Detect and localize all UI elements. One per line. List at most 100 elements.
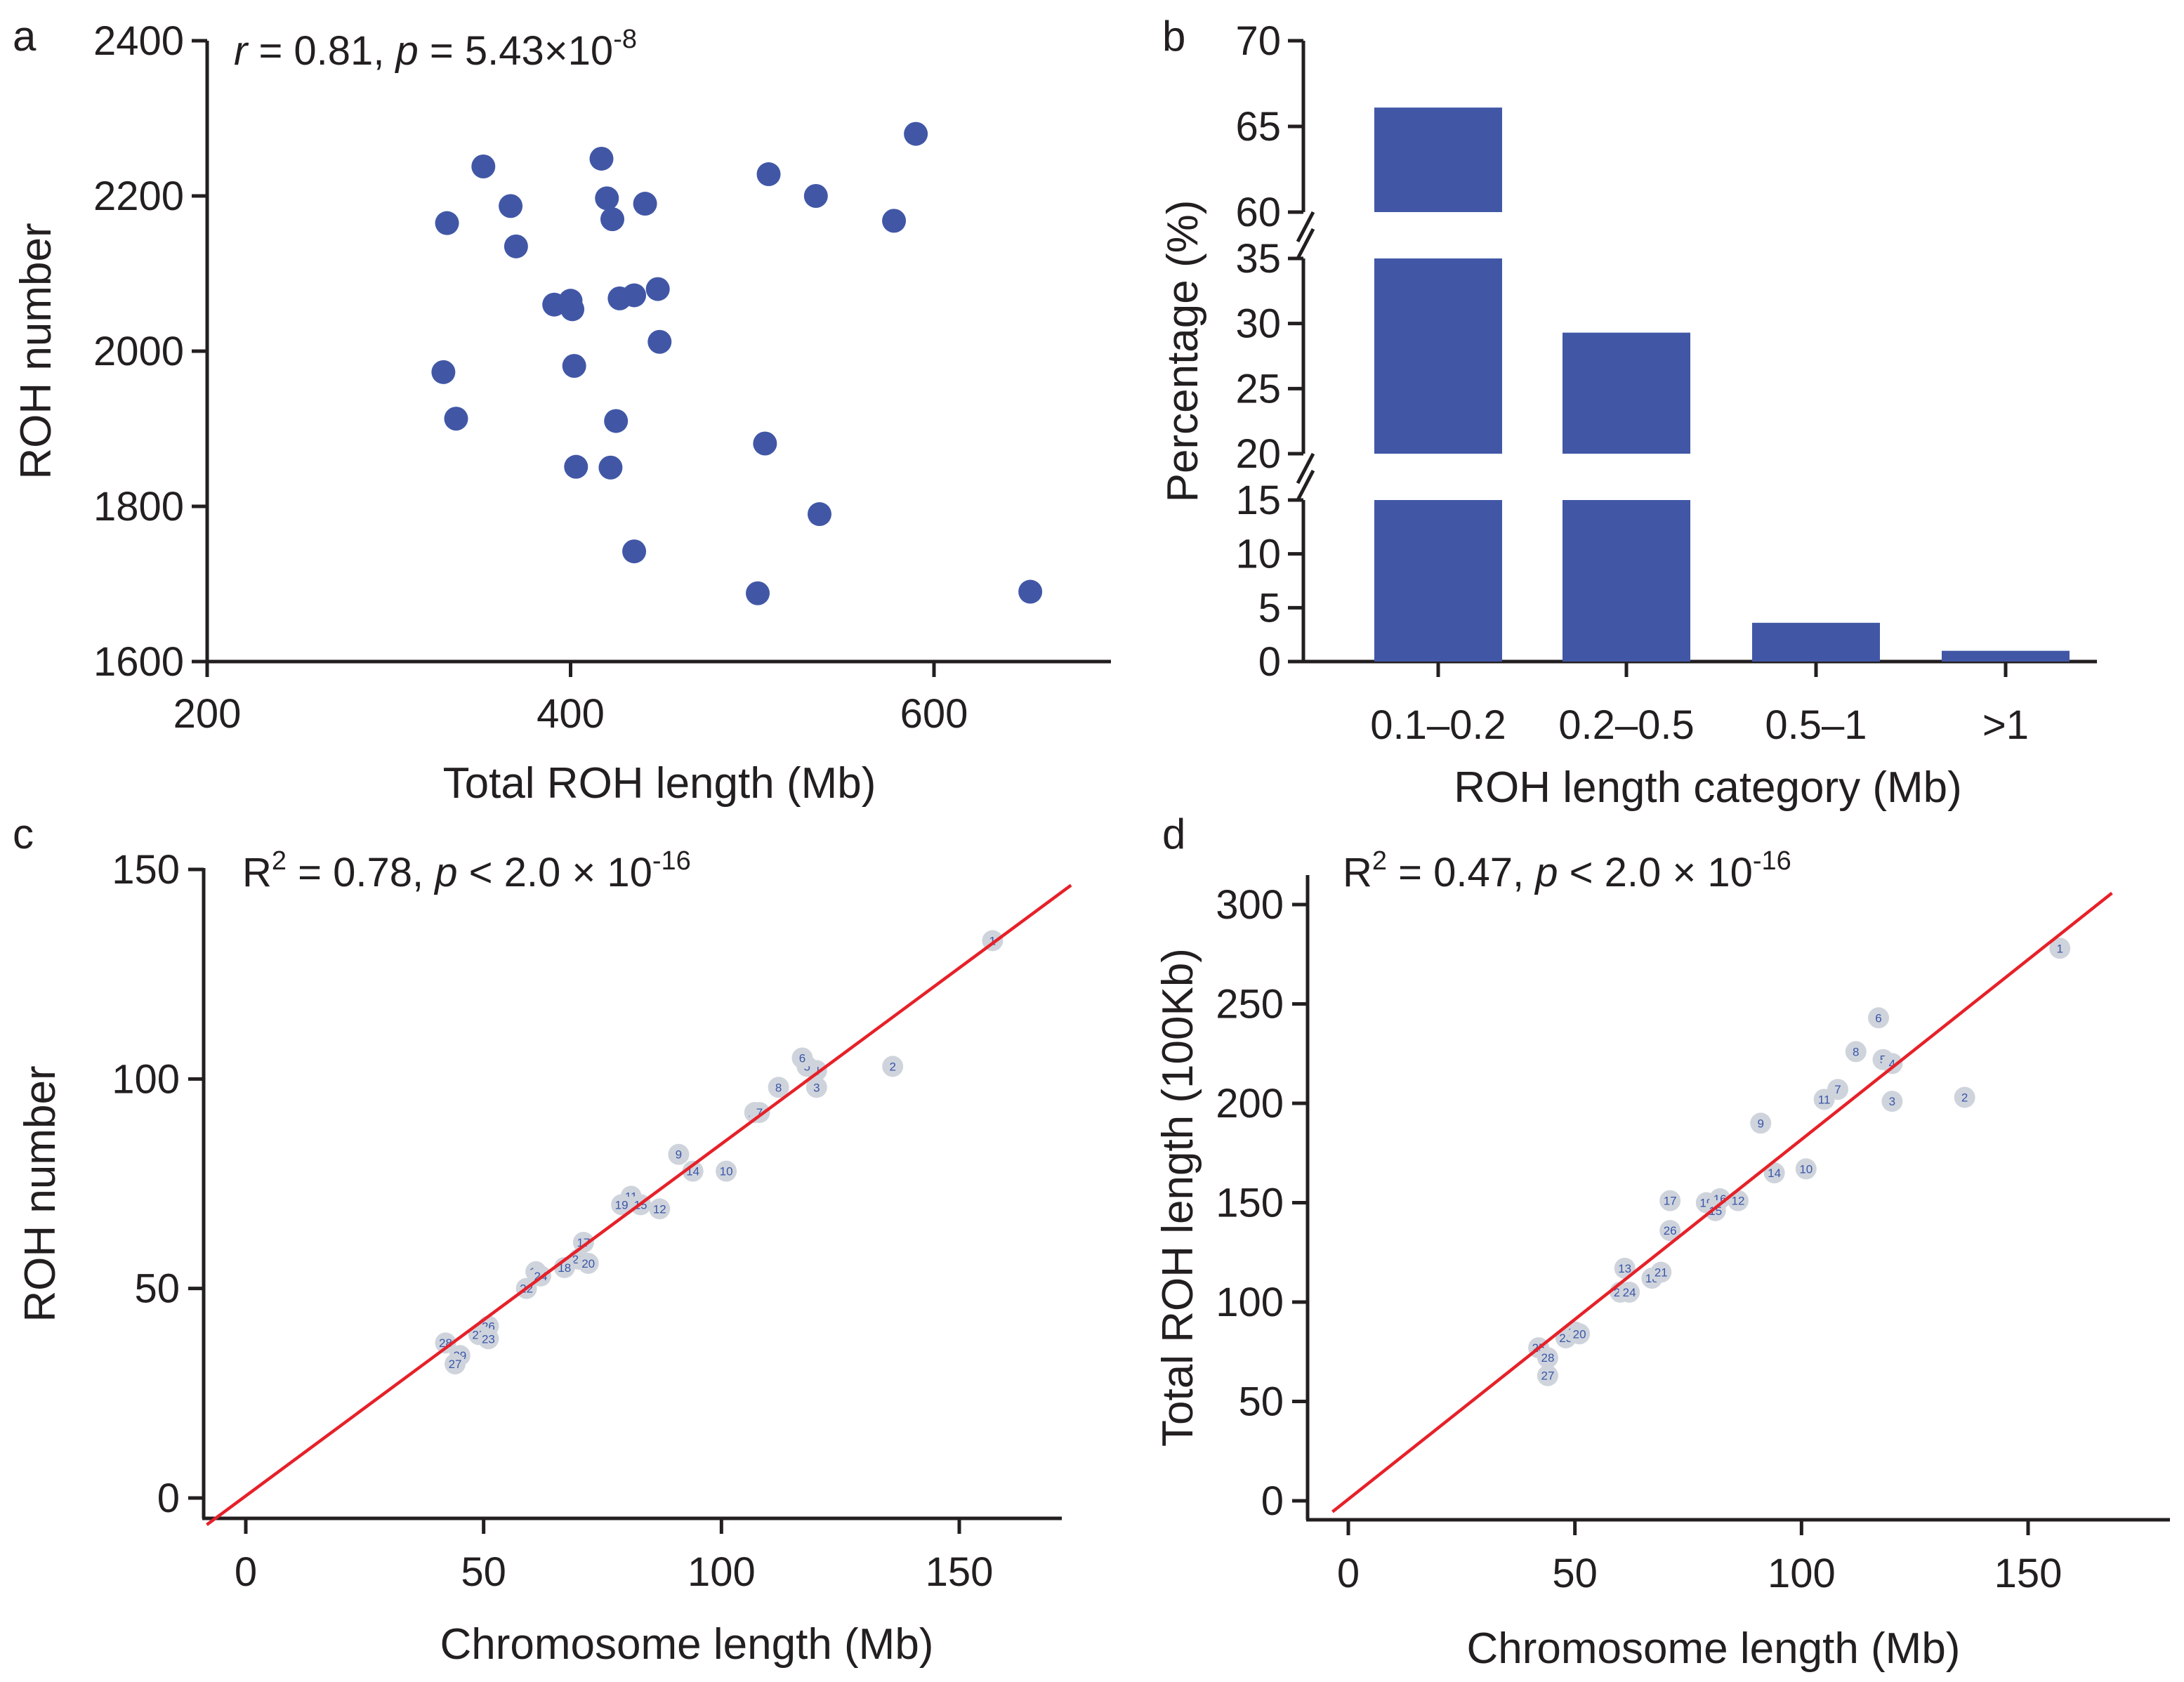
panel-b-x-axis-label: ROH length category (Mb)	[1454, 763, 1962, 812]
panel-b-y-tick-label: 10	[1235, 532, 1281, 577]
panel-a-point	[633, 192, 657, 216]
panel-d-points: 1685471123914101719161512261318212224232…	[1528, 938, 2071, 1386]
panel-d-y-tick-label: 50	[1238, 1379, 1284, 1425]
panel-c-point-label: 20	[581, 1257, 595, 1270]
panel-a-x-tick-label: 200	[173, 691, 242, 737]
panel-c-point	[572, 1232, 594, 1254]
panel-d-point	[1868, 1007, 1890, 1029]
panel-d-point	[1813, 1089, 1835, 1110]
panel-d-point-label: 26	[1664, 1224, 1677, 1237]
panel-d-y-tick-label: 250	[1216, 982, 1284, 1027]
panel-a-y-tick-label: 1600	[93, 639, 184, 685]
panel-d-point	[1750, 1112, 1772, 1134]
panel-d-point-label: 1	[2056, 942, 2063, 955]
panel-c-r2-symbol: R	[242, 850, 272, 895]
panel-a-x-axis-label: Total ROH length (Mb)	[443, 759, 876, 808]
panel-c-y-tick-label: 150	[112, 847, 180, 893]
panel-d-r2-value: = 0.47,	[1387, 850, 1535, 895]
panel-a-point	[600, 207, 625, 232]
panel-d-y-tick-label: 200	[1216, 1081, 1284, 1126]
panel-b-x-tick-label: 0.1–0.2	[1370, 702, 1506, 748]
panel-d-y-tick-label: 150	[1216, 1181, 1284, 1226]
panel-d-y-tick-label: 0	[1261, 1478, 1284, 1524]
panel-d-x-axis-label: Chromosome length (Mb)	[1467, 1624, 1961, 1673]
panel-d-point	[1763, 1162, 1785, 1184]
panel-a-annotation: r = 0.81, p = 5.43×10-8	[234, 25, 637, 74]
panel-d-point-label: 17	[1664, 1195, 1677, 1208]
panel-b-bars	[1374, 107, 2070, 662]
panel-d-point	[1845, 1041, 1867, 1063]
panel-d-r2-symbol: R	[1343, 850, 1372, 895]
panel-a-point	[756, 162, 781, 187]
panel-c-point	[668, 1143, 690, 1165]
panel-c-y-tick-label: 0	[157, 1476, 180, 1521]
panel-a-point	[504, 234, 528, 258]
panel-d-point-label: 24	[1623, 1286, 1636, 1299]
panel-d-point-label: 12	[1732, 1195, 1745, 1208]
panel-c-p-symbol: p	[433, 850, 457, 895]
panel-a-points	[431, 121, 1043, 605]
panel-a-x-tick-label: 400	[537, 691, 605, 737]
panel-b-break-mark	[1296, 452, 1315, 485]
panel-a-y-tick-label: 2400	[93, 18, 184, 64]
panel-b-y-tick-label: 30	[1235, 301, 1281, 347]
panel-a-y-axis-label: ROH number	[12, 223, 60, 479]
panel-d-point	[1619, 1281, 1640, 1303]
panel-c-point-label: 27	[449, 1358, 462, 1371]
panel-d-x-tick-label: 100	[1768, 1551, 1836, 1596]
panel-b-x-tick-label: 0.5–1	[1765, 702, 1867, 748]
panel-a-point	[562, 353, 586, 378]
panel-d-y-tick-label: 300	[1216, 882, 1284, 928]
panel-a-point	[622, 539, 647, 564]
panel-d-point	[1569, 1323, 1591, 1345]
panel-b-y-tick-label: 20	[1235, 431, 1281, 477]
panel-d-point-label: 13	[1618, 1262, 1631, 1275]
panel-d-y-tick-label: 100	[1216, 1280, 1284, 1325]
panel-b-y-tick-label: 70	[1235, 18, 1281, 64]
panel-b-break-mark	[1296, 469, 1315, 501]
panel-b-y-tick-label: 65	[1235, 104, 1281, 150]
panel-a-point	[444, 407, 468, 431]
panel-a-point	[807, 502, 831, 527]
panel-b-broken-y-axis	[1296, 41, 1315, 662]
panel-b-y-tick-label: 15	[1235, 478, 1281, 523]
panel-a-point	[564, 454, 588, 479]
panel-a-point	[589, 146, 614, 171]
panel-d-point	[1614, 1257, 1636, 1279]
panel-a-point	[598, 455, 623, 480]
panel-c-point	[435, 1332, 456, 1354]
panel-c-r2-exponent: 2	[272, 846, 287, 876]
panel-c-regression-line	[206, 883, 1072, 1526]
panel-c-point-label: 7	[756, 1106, 763, 1119]
panel-d-point-label: 2	[1961, 1091, 1968, 1105]
panel-a-x-tick-label: 600	[900, 691, 968, 737]
panel-a-point	[595, 186, 619, 211]
panel-c-point-label: 19	[615, 1198, 629, 1211]
panel-d-x-tick-label: 0	[1337, 1551, 1360, 1596]
panel-c-annotation: R2 = 0.78, p < 2.0 × 10-16	[242, 846, 691, 895]
panel-c-point	[805, 1077, 827, 1098]
panel-d-point-label: 21	[1655, 1266, 1668, 1280]
panel-a-point	[499, 194, 523, 218]
panel-c-x-tick-label: 50	[461, 1549, 506, 1595]
panel-d-point	[1659, 1190, 1681, 1211]
panel-d-point-label: 10	[1799, 1162, 1813, 1176]
panel-b-bar	[1752, 622, 1880, 662]
panel-a-point	[753, 431, 777, 456]
panel-d-r2-exponent: 2	[1372, 846, 1387, 876]
panel-b-x-tick-label: >1	[1982, 702, 2029, 748]
panel-c-y-tick-label: 100	[112, 1056, 180, 1102]
panel-a-y-tick-label: 2200	[93, 173, 184, 219]
panel-c-point-label: 8	[775, 1081, 782, 1094]
panel-b-bar	[1374, 500, 1502, 662]
panel-b-bar	[1563, 332, 1690, 454]
panel-c-point-label: 17	[577, 1236, 590, 1249]
panel-c-point	[716, 1160, 737, 1182]
panel-d-point-label: 7	[1834, 1083, 1841, 1096]
panel-c-points: 1234568167914101115121917212018132422262…	[435, 930, 1004, 1375]
panel-a-point	[560, 297, 585, 322]
